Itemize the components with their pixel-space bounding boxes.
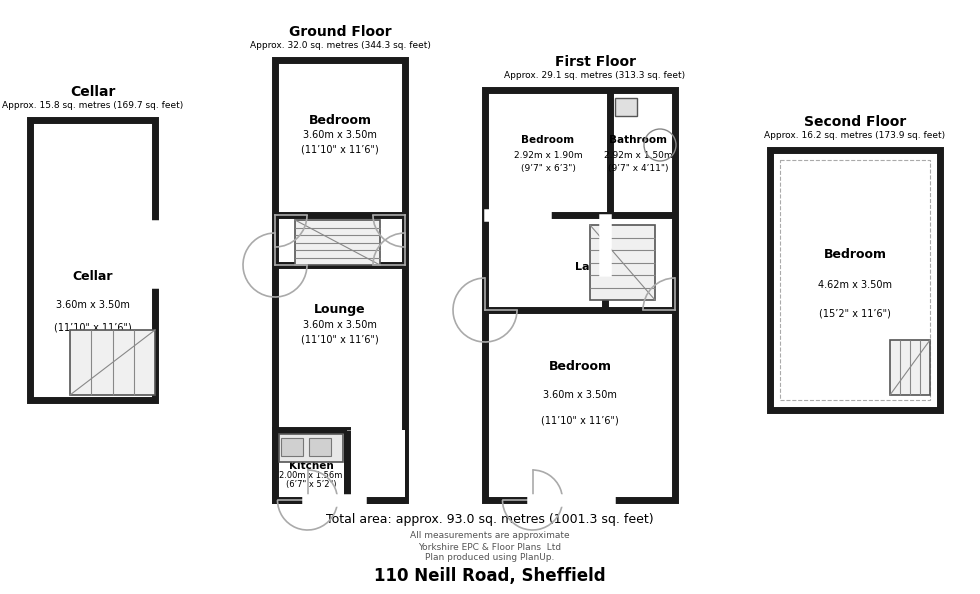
- Text: Landing: Landing: [575, 262, 625, 272]
- Text: Approx. 16.2 sq. metres (173.9 sq. feet): Approx. 16.2 sq. metres (173.9 sq. feet): [764, 131, 946, 141]
- Text: Second Floor: Second Floor: [804, 115, 906, 129]
- Bar: [309, 438, 331, 456]
- Text: 3.60m x 3.50m: 3.60m x 3.50m: [303, 320, 377, 330]
- Bar: [279, 434, 343, 462]
- Text: First Floor: First Floor: [555, 55, 635, 69]
- Text: Total area: approx. 93.0 sq. metres (1001.3 sq. feet): Total area: approx. 93.0 sq. metres (100…: [326, 513, 654, 526]
- Text: Kitchen: Kitchen: [289, 462, 333, 472]
- Bar: [275, 430, 347, 500]
- Text: (6’7" x 5’2"): (6’7" x 5’2"): [286, 480, 336, 489]
- Bar: [615, 98, 637, 116]
- Bar: [281, 438, 303, 456]
- Text: (11’10" x 11’6"): (11’10" x 11’6"): [54, 322, 131, 332]
- Text: Approx. 15.8 sq. metres (169.7 sq. feet): Approx. 15.8 sq. metres (169.7 sq. feet): [2, 102, 183, 110]
- Text: Plan produced using PlanUp.: Plan produced using PlanUp.: [425, 552, 555, 561]
- Text: (11’10" x 11’6"): (11’10" x 11’6"): [301, 144, 379, 154]
- Text: All measurements are approximate: All measurements are approximate: [411, 532, 569, 541]
- Bar: [770, 150, 940, 410]
- Text: Cellar: Cellar: [73, 270, 113, 283]
- Text: 3.60m x 3.50m: 3.60m x 3.50m: [543, 390, 617, 400]
- Bar: [30, 120, 155, 400]
- Text: Bathroom: Bathroom: [609, 135, 667, 145]
- Text: 110 Neill Road, Sheffield: 110 Neill Road, Sheffield: [374, 567, 606, 585]
- Bar: [70, 330, 155, 395]
- Bar: [485, 90, 675, 500]
- Bar: [347, 430, 405, 500]
- Text: Cellar: Cellar: [70, 85, 116, 99]
- Text: (9’7" x 6’3"): (9’7" x 6’3"): [520, 163, 575, 172]
- Text: (9’7" x 4’11"): (9’7" x 4’11"): [608, 163, 668, 172]
- Text: 3.60m x 3.50m: 3.60m x 3.50m: [303, 130, 377, 140]
- Text: 2.92m x 1.90m: 2.92m x 1.90m: [514, 150, 582, 160]
- Text: Bedroom: Bedroom: [309, 113, 371, 127]
- Text: 2.00m x 1.56m: 2.00m x 1.56m: [279, 471, 343, 480]
- Text: 4.62m x 3.50m: 4.62m x 3.50m: [818, 280, 892, 290]
- Bar: [590, 225, 655, 300]
- Bar: [780, 160, 930, 400]
- Text: 2.92m x 1.50m: 2.92m x 1.50m: [604, 150, 672, 160]
- Text: (11’10" x 11’6"): (11’10" x 11’6"): [541, 415, 619, 425]
- Text: (11’10" x 11’6"): (11’10" x 11’6"): [301, 334, 379, 344]
- Text: Approx. 29.1 sq. metres (313.3 sq. feet): Approx. 29.1 sq. metres (313.3 sq. feet): [505, 71, 686, 81]
- Text: Bedroom: Bedroom: [823, 248, 887, 261]
- Text: Yorkshire EPC & Floor Plans  Ltd: Yorkshire EPC & Floor Plans Ltd: [418, 542, 562, 551]
- Text: (15’2" x 11’6"): (15’2" x 11’6"): [819, 309, 891, 319]
- Text: 3.60m x 3.50m: 3.60m x 3.50m: [56, 300, 129, 310]
- Text: Lounge: Lounge: [315, 304, 366, 317]
- Text: Bedroom: Bedroom: [521, 135, 574, 145]
- Text: Ground Floor: Ground Floor: [289, 25, 391, 39]
- Text: Bedroom: Bedroom: [549, 361, 612, 374]
- Bar: [890, 340, 930, 395]
- Bar: [275, 60, 405, 500]
- Bar: [295, 220, 380, 265]
- Text: Approx. 32.0 sq. metres (344.3 sq. feet): Approx. 32.0 sq. metres (344.3 sq. feet): [250, 42, 430, 50]
